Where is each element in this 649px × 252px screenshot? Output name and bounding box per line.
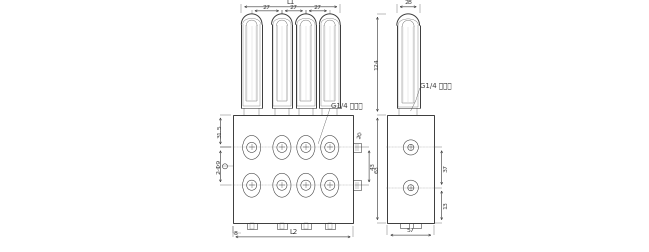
Text: 13: 13	[443, 201, 448, 209]
Bar	[324, 223, 335, 229]
Bar	[247, 223, 257, 229]
Text: 63: 63	[374, 165, 380, 173]
Text: G1/4 进油口: G1/4 进油口	[421, 82, 452, 89]
Bar	[354, 143, 361, 152]
Text: 43: 43	[371, 162, 376, 170]
Bar	[304, 223, 308, 229]
Bar	[232, 115, 354, 223]
Bar	[413, 223, 421, 228]
Bar	[250, 223, 254, 229]
Bar	[387, 115, 434, 223]
Text: L1: L1	[287, 0, 295, 5]
Text: 2-Φ9: 2-Φ9	[216, 159, 221, 174]
Text: 124: 124	[374, 58, 380, 70]
Text: 28: 28	[404, 0, 412, 5]
Text: 20: 20	[356, 130, 363, 139]
Bar	[400, 223, 408, 228]
Bar	[354, 180, 361, 190]
Text: 8: 8	[234, 231, 238, 236]
Text: 27: 27	[290, 5, 298, 10]
Bar	[280, 223, 284, 229]
Text: 31.5: 31.5	[217, 124, 223, 138]
Bar	[328, 223, 332, 229]
Text: 27: 27	[263, 5, 271, 10]
Text: 27: 27	[314, 5, 322, 10]
Bar	[301, 223, 311, 229]
Text: 57: 57	[407, 228, 415, 233]
Text: G1/4 出油口: G1/4 出油口	[331, 103, 362, 109]
Text: 37: 37	[443, 164, 448, 172]
Bar	[277, 223, 287, 229]
Text: L2: L2	[289, 229, 297, 235]
